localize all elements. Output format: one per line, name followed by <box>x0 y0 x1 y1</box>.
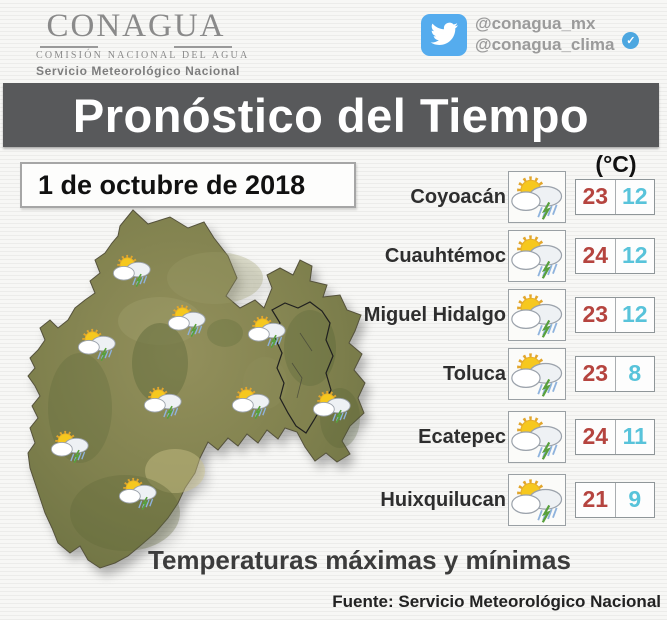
temperature-box: 24 12 <box>575 238 655 274</box>
min-temp: 11 <box>622 423 647 449</box>
date-box: 1 de octubre de 2018 <box>20 162 356 208</box>
temperature-box: 23 8 <box>575 356 655 392</box>
units-label: (°C) <box>595 151 637 177</box>
forecast-row: Cuauhtémoc 24 12 <box>358 230 658 282</box>
forecast-row: Miguel Hidalgo 23 12 <box>358 289 658 341</box>
weather-icon-box <box>508 289 566 341</box>
twitter-block: @conagua_mx @conagua_clima ✓ <box>421 14 640 56</box>
max-temp: 21 <box>576 483 616 517</box>
forecast-map <box>27 209 366 569</box>
max-temp: 24 <box>576 239 616 273</box>
forecast-row: Toluca 23 8 <box>358 348 658 400</box>
max-temp: 23 <box>576 298 616 332</box>
conagua-logo-title: CONAGUA <box>46 8 226 44</box>
verified-badge-icon: ✓ <box>622 31 640 49</box>
weather-icon-box <box>508 474 566 526</box>
weather-icon-box <box>508 411 566 463</box>
forecast-date: 1 de octubre de 2018 <box>38 170 306 200</box>
min-temp: 12 <box>621 183 648 209</box>
twitter-icon <box>421 14 467 56</box>
city-label: Coyoacán <box>410 186 506 208</box>
logo-divider <box>40 46 232 48</box>
min-temp: 9 <box>628 486 642 512</box>
max-temp: 23 <box>576 180 616 214</box>
temperature-box: 21 9 <box>575 482 655 518</box>
min-temp: 8 <box>628 360 642 386</box>
city-label: Huixquilucan <box>380 489 506 511</box>
source-label: Fuente: Servicio Meteorológico Nacional <box>332 592 661 611</box>
min-temp: 12 <box>621 242 648 268</box>
forecast-row: Huixquilucan 21 9 <box>358 474 658 526</box>
forecast-row: Coyoacán 23 12 <box>358 171 658 223</box>
min-temp: 12 <box>621 301 648 327</box>
temperature-box: 23 12 <box>575 297 655 333</box>
page-title: Pronóstico del Tiempo <box>72 88 590 142</box>
footer-caption: Temperaturas máximas y mínimas <box>148 545 571 575</box>
max-temp: 24 <box>576 420 616 454</box>
city-label: Ecatepec <box>418 426 506 448</box>
city-label: Miguel Hidalgo <box>363 304 506 326</box>
max-temp: 23 <box>576 357 616 391</box>
conagua-logo-subtitle: COMISIÓN NACIONAL DEL AGUA <box>36 50 250 61</box>
temperature-box: 23 12 <box>575 179 655 215</box>
temperature-box: 24 11 <box>575 419 655 455</box>
weather-icon-box <box>508 230 566 282</box>
conagua-logo: CONAGUA COMISIÓN NACIONAL DEL AGUA Servi… <box>36 8 250 79</box>
conagua-logo-tagline: Servicio Meteorológico Nacional <box>36 64 240 78</box>
weather-icon-box <box>508 348 566 400</box>
state-of-mexico-shape <box>27 209 366 569</box>
weather-icon-box <box>508 171 566 223</box>
twitter-handle-mx[interactable]: @conagua_mx <box>475 14 596 34</box>
twitter-handle-clima[interactable]: @conagua_clima <box>475 35 615 54</box>
title-banner: Pronóstico del Tiempo <box>3 83 659 147</box>
city-label: Toluca <box>443 363 506 385</box>
forecast-row: Ecatepec 24 11 <box>358 411 658 463</box>
city-label: Cuauhtémoc <box>384 245 506 267</box>
